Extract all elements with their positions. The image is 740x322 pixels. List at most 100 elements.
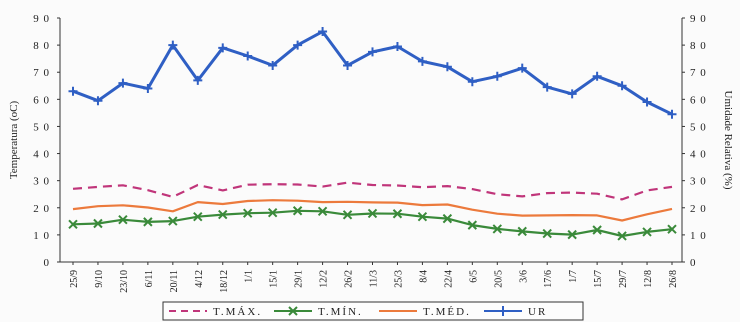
data-point	[317, 206, 328, 217]
x-tick-label: 8/4	[418, 270, 429, 283]
y-tick-label-right: 7 0	[690, 67, 707, 79]
x-tick-label: 23/10	[119, 270, 130, 293]
y-tick-label-left: 0	[44, 257, 51, 269]
data-point	[193, 212, 203, 222]
y-tick-label-right: 0	[690, 257, 697, 269]
legend-label: T.MÁX.	[213, 306, 262, 318]
data-point	[667, 224, 677, 234]
y-tick-label-left: 5 0	[33, 121, 50, 133]
data-point	[442, 62, 452, 72]
data-point	[392, 41, 402, 51]
x-tick-label: 12/8	[643, 270, 654, 288]
data-point	[467, 220, 478, 230]
data-point	[243, 51, 253, 61]
data-point	[342, 210, 353, 220]
data-point	[118, 214, 128, 225]
data-point	[542, 228, 552, 239]
y-tick-label-left: 1 0	[33, 230, 50, 242]
data-point	[68, 86, 78, 96]
x-tick-label: 6/11	[144, 270, 155, 287]
data-point	[368, 47, 377, 57]
x-tick-label: 9/10	[94, 270, 105, 288]
data-point	[442, 213, 453, 224]
data-point	[567, 89, 577, 99]
legend-label: T.MÍN.	[318, 306, 363, 318]
x-tick-label: 26/2	[344, 270, 355, 288]
data-point	[667, 109, 677, 119]
legend-label: UR	[528, 306, 547, 318]
y-tick-label-right: 9 0	[690, 13, 707, 25]
data-point	[93, 96, 103, 106]
data-point	[392, 209, 403, 219]
y-tick-label-left: 7 0	[33, 67, 50, 79]
series-line-2	[72, 199, 673, 222]
x-tick-label: 15/1	[269, 270, 280, 288]
x-tick-label: 1/1	[244, 270, 255, 283]
x-tick-label: 17/6	[543, 270, 554, 288]
data-point	[517, 226, 527, 237]
data-point	[592, 71, 602, 81]
y-tick-label-left: 9 0	[33, 13, 50, 25]
y-tick-label-right: 3 0	[690, 176, 707, 188]
data-point	[292, 206, 303, 216]
data-point	[417, 56, 427, 66]
y-tick-label-right: 8 0	[690, 40, 707, 52]
x-tick-label: 29/7	[618, 270, 629, 288]
data-point	[118, 78, 128, 88]
data-point	[293, 40, 303, 50]
x-tick-label: 25/9	[69, 270, 80, 288]
data-point	[168, 216, 178, 226]
y-tick-label-right: 1 0	[690, 230, 707, 242]
x-tick-label: 11/3	[369, 270, 380, 287]
data-point	[592, 225, 602, 235]
x-tick-label: 25/3	[393, 270, 404, 288]
x-tick-label: 6/5	[468, 270, 479, 283]
x-tick-label: 18/12	[219, 270, 230, 293]
legend-label: T.MÉD.	[423, 306, 471, 318]
data-point	[268, 60, 278, 70]
data-point	[617, 231, 627, 241]
data-point	[143, 217, 153, 227]
series-line-0	[72, 181, 673, 201]
data-point	[617, 81, 627, 91]
data-point	[517, 63, 527, 73]
data-point	[243, 208, 253, 218]
y-tick-label-right: 4 0	[690, 149, 707, 161]
x-tick-label: 22/4	[443, 270, 454, 288]
data-point	[343, 60, 353, 70]
x-tick-label: 20/5	[493, 270, 504, 288]
data-point	[218, 43, 228, 53]
data-point	[567, 229, 577, 240]
data-point	[68, 219, 78, 230]
x-tick-label: 3/6	[518, 270, 529, 283]
x-tick-label: 29/1	[294, 270, 305, 288]
data-point	[492, 71, 502, 81]
y-axis-title-left: Temperatura (oC)	[8, 101, 20, 180]
axes-group: 0 0 1 0 1 0 2 0 2 0 3 0 3 0 4 0 4 0 5 0 5 0 6 0 6 0 7 …	[8, 13, 734, 293]
data-point	[417, 212, 428, 222]
x-tick-label: 1/7	[568, 270, 579, 283]
legend: T.MÁX. T.MÍN. T.MÉD. UR	[162, 301, 584, 321]
legend-marker	[498, 306, 508, 316]
data-point	[642, 227, 652, 237]
y-tick-label-left: 2 0	[33, 203, 50, 215]
data-point	[542, 82, 552, 92]
y-tick-label-left: 8 0	[33, 40, 50, 52]
data-point	[218, 209, 228, 220]
data-point	[93, 218, 103, 229]
y-tick-label-right: 2 0	[690, 203, 707, 215]
data-point	[642, 97, 652, 107]
data-point	[367, 208, 378, 219]
data-point	[267, 207, 278, 218]
series-line-3	[72, 30, 673, 116]
data-point	[143, 83, 153, 93]
x-tick-label: 20/11	[169, 270, 180, 292]
data-point	[168, 40, 178, 50]
legend-box	[162, 301, 584, 321]
data-point	[492, 224, 502, 234]
data-point	[467, 77, 477, 87]
series-group	[68, 27, 677, 241]
y-tick-label-left: 3 0	[33, 176, 50, 188]
